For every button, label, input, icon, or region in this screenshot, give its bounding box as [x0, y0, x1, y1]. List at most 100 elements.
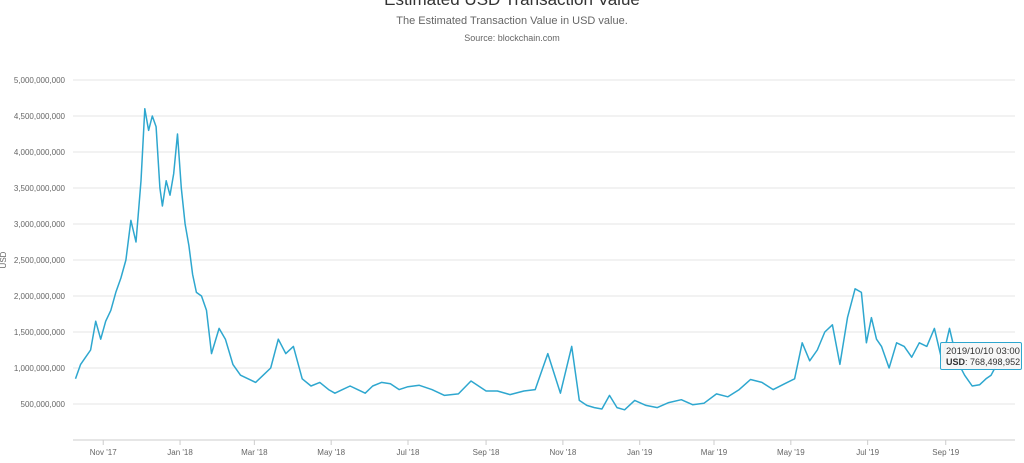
data-point[interactable] [793, 377, 796, 380]
data-point[interactable] [129, 219, 132, 222]
data-point[interactable] [600, 408, 603, 411]
data-point[interactable] [161, 205, 164, 208]
data-point[interactable] [119, 277, 122, 280]
data-point[interactable] [570, 345, 573, 348]
data-point[interactable] [715, 392, 718, 395]
data-point[interactable] [124, 259, 127, 262]
data-point[interactable] [277, 338, 280, 341]
data-point[interactable] [292, 345, 295, 348]
data-point[interactable] [585, 404, 588, 407]
data-point[interactable] [726, 395, 729, 398]
data-point[interactable] [918, 341, 921, 344]
data-point[interactable] [210, 352, 213, 355]
data-point[interactable] [151, 115, 154, 118]
data-point[interactable] [165, 179, 168, 182]
data-point[interactable] [224, 338, 227, 341]
data-point[interactable] [749, 378, 752, 381]
data-point[interactable] [231, 363, 234, 366]
data-point[interactable] [691, 403, 694, 406]
data-point[interactable] [870, 316, 873, 319]
data-point[interactable] [738, 388, 741, 391]
data-point[interactable] [247, 377, 250, 380]
data-point[interactable] [645, 404, 648, 407]
data-point[interactable] [94, 320, 97, 323]
data-point[interactable] [318, 381, 321, 384]
data-point[interactable] [760, 381, 763, 384]
data-point[interactable] [74, 377, 77, 380]
data-point[interactable] [470, 380, 473, 383]
data-point[interactable] [176, 133, 179, 136]
data-point[interactable] [559, 392, 562, 395]
data-point[interactable] [380, 381, 383, 384]
data-point[interactable] [269, 367, 272, 370]
data-point[interactable] [169, 194, 172, 197]
data-point[interactable] [195, 291, 198, 294]
data-point[interactable] [84, 356, 87, 359]
data-point[interactable] [875, 338, 878, 341]
data-point[interactable] [418, 384, 421, 387]
data-point[interactable] [140, 179, 143, 182]
data-point[interactable] [801, 341, 804, 344]
data-point[interactable] [816, 349, 819, 352]
data-point[interactable] [546, 352, 549, 355]
data-point[interactable] [702, 402, 705, 405]
data-point[interactable] [218, 327, 221, 330]
data-point[interactable] [155, 125, 158, 128]
data-point[interactable] [608, 394, 611, 397]
data-point[interactable] [89, 349, 92, 352]
data-point[interactable] [457, 392, 460, 395]
data-point[interactable] [205, 309, 208, 312]
data-point[interactable] [485, 390, 488, 393]
data-point[interactable] [430, 388, 433, 391]
data-point[interactable] [903, 345, 906, 348]
data-point[interactable] [496, 390, 499, 393]
data-point[interactable] [656, 406, 659, 409]
data-point[interactable] [398, 388, 401, 391]
data-point[interactable] [284, 352, 287, 355]
data-point[interactable] [910, 356, 913, 359]
data-point[interactable] [158, 187, 161, 190]
data-point[interactable] [667, 401, 670, 404]
data-point[interactable] [895, 341, 898, 344]
data-point[interactable] [831, 323, 834, 326]
data-point[interactable] [854, 287, 857, 290]
data-point[interactable] [239, 374, 242, 377]
data-point[interactable] [925, 345, 928, 348]
data-point[interactable] [971, 385, 974, 388]
data-point[interactable] [623, 408, 626, 411]
data-point[interactable] [99, 338, 102, 341]
data-point[interactable] [191, 273, 194, 276]
data-point[interactable] [262, 374, 265, 377]
data-point[interactable] [783, 382, 786, 385]
data-point[interactable] [371, 385, 374, 388]
data-point[interactable] [578, 399, 581, 402]
data-point[interactable] [846, 316, 849, 319]
data-point[interactable] [349, 385, 352, 388]
data-point[interactable] [301, 377, 304, 380]
data-point[interactable] [79, 363, 82, 366]
series-line[interactable] [74, 108, 1011, 411]
data-point[interactable] [180, 187, 183, 190]
data-point[interactable] [135, 241, 138, 244]
data-point[interactable] [680, 398, 683, 401]
data-point[interactable] [838, 363, 841, 366]
data-point[interactable] [860, 291, 863, 294]
data-point[interactable] [407, 385, 410, 388]
data-point[interactable] [633, 399, 636, 402]
data-point[interactable] [978, 383, 981, 386]
data-point[interactable] [341, 388, 344, 391]
data-point[interactable] [534, 388, 537, 391]
data-point[interactable] [522, 390, 525, 393]
data-point[interactable] [880, 345, 883, 348]
data-point[interactable] [808, 359, 811, 362]
data-point[interactable] [963, 374, 966, 377]
data-point[interactable] [933, 327, 936, 330]
data-point[interactable] [865, 341, 868, 344]
data-point[interactable] [104, 320, 107, 323]
data-point[interactable] [616, 406, 619, 409]
data-point[interactable] [509, 393, 512, 396]
data-point[interactable] [109, 309, 112, 312]
data-point[interactable] [990, 374, 993, 377]
data-point[interactable] [356, 388, 359, 391]
